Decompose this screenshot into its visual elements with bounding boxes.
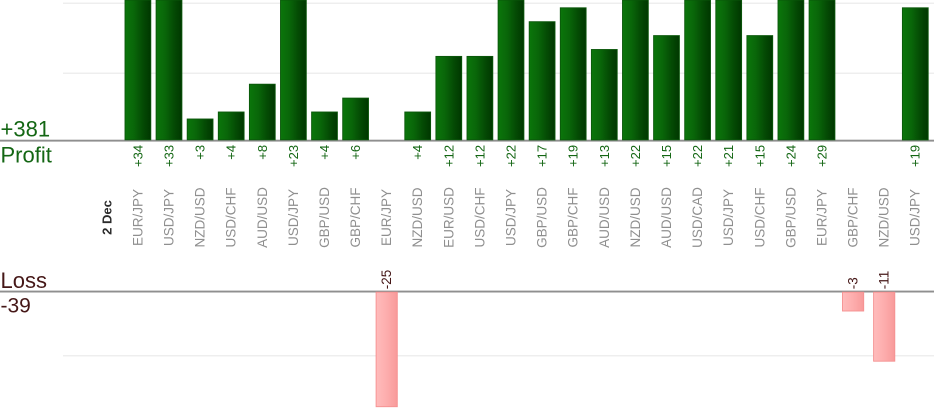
svg-text:+381: +381	[1, 117, 51, 142]
svg-text:+15: +15	[659, 145, 674, 167]
svg-text:+8: +8	[255, 145, 270, 160]
svg-text:-11: -11	[877, 271, 892, 290]
svg-text:+23: +23	[286, 145, 301, 167]
svg-text:+4: +4	[224, 145, 239, 160]
svg-text:USD/CHF: USD/CHF	[752, 188, 767, 248]
svg-text:+12: +12	[472, 145, 487, 167]
svg-text:Loss: Loss	[1, 268, 47, 293]
svg-text:+13: +13	[597, 145, 612, 167]
svg-text:+17: +17	[535, 145, 550, 167]
svg-text:EUR/JPY: EUR/JPY	[130, 189, 145, 246]
svg-text:NZD/USD: NZD/USD	[193, 187, 208, 247]
svg-text:+4: +4	[317, 145, 332, 160]
svg-text:EUR/JPY: EUR/JPY	[815, 189, 830, 246]
svg-text:USD/CHF: USD/CHF	[472, 188, 487, 248]
svg-text:AUD/USD: AUD/USD	[659, 187, 674, 248]
svg-text:+34: +34	[130, 145, 145, 167]
svg-text:+4: +4	[410, 145, 425, 160]
svg-text:NZD/USD: NZD/USD	[877, 187, 892, 247]
svg-text:USD/CAD: USD/CAD	[690, 187, 705, 248]
svg-text:USD/JPY: USD/JPY	[504, 189, 519, 246]
svg-text:EUR/USD: EUR/USD	[441, 187, 456, 248]
svg-text:+22: +22	[628, 145, 643, 167]
svg-text:+3: +3	[193, 145, 208, 160]
svg-text:AUD/USD: AUD/USD	[255, 187, 270, 248]
svg-text:+15: +15	[752, 145, 767, 167]
svg-text:-3: -3	[846, 277, 861, 289]
svg-text:GBP/USD: GBP/USD	[317, 187, 332, 248]
svg-text:+22: +22	[690, 145, 705, 167]
svg-text:+19: +19	[908, 145, 923, 167]
svg-text:USD/JPY: USD/JPY	[162, 189, 177, 246]
svg-text:GBP/CHF: GBP/CHF	[846, 187, 861, 247]
svg-text:+19: +19	[566, 145, 581, 167]
svg-text:2 Dec: 2 Dec	[99, 200, 114, 235]
svg-text:NZD/USD: NZD/USD	[410, 187, 425, 247]
svg-text:USD/JPY: USD/JPY	[721, 189, 736, 246]
svg-text:-39: -39	[1, 294, 31, 317]
svg-text:USD/JPY: USD/JPY	[286, 189, 301, 246]
svg-text:GBP/USD: GBP/USD	[535, 187, 550, 248]
svg-text:USD/CHF: USD/CHF	[224, 188, 239, 248]
svg-text:GBP/USD: GBP/USD	[783, 187, 798, 248]
svg-text:NZD/USD: NZD/USD	[628, 187, 643, 247]
svg-text:+12: +12	[441, 145, 456, 167]
svg-text:-25: -25	[379, 270, 394, 290]
svg-text:EUR/JPY: EUR/JPY	[379, 189, 394, 246]
svg-text:Profit: Profit	[1, 143, 52, 168]
svg-text:+6: +6	[348, 145, 363, 160]
svg-text:+29: +29	[815, 145, 830, 167]
svg-text:AUD/USD: AUD/USD	[597, 187, 612, 248]
svg-text:GBP/CHF: GBP/CHF	[566, 187, 581, 247]
svg-text:+22: +22	[504, 145, 519, 167]
svg-text:USD/JPY: USD/JPY	[908, 189, 923, 246]
svg-text:+33: +33	[162, 145, 177, 167]
svg-text:GBP/CHF: GBP/CHF	[348, 187, 363, 247]
svg-text:+21: +21	[721, 145, 736, 167]
svg-text:+24: +24	[783, 145, 798, 167]
